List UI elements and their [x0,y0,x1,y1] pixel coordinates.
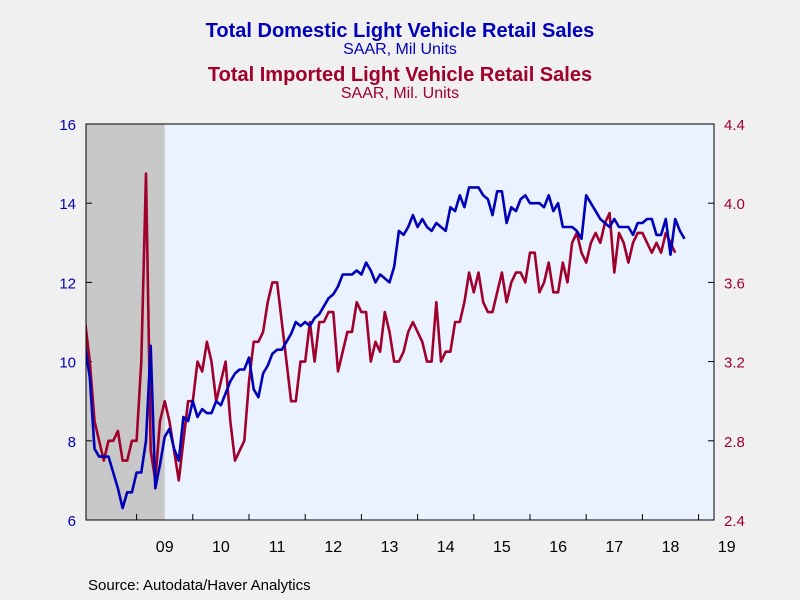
imported-sales-line [86,172,677,482]
right-tick-label: 3.6 [724,275,745,292]
x-tick-label: 09 [156,539,174,556]
x-tick-label: 10 [212,539,230,556]
domestic-title: Total Domestic Light Vehicle Retail Sale… [205,20,595,42]
x-tick-label: 14 [437,539,455,556]
left-tick-label: 10 [59,355,76,372]
right-tick-label: 3.2 [724,355,745,372]
left-tick-label: 16 [59,117,76,134]
x-tick-label: 19 [718,539,736,556]
x-tick-label: 12 [324,539,342,556]
x-tick-label: 17 [605,539,623,556]
left-tick-label: 12 [59,275,76,292]
x-tick-label: 16 [549,539,567,556]
left-tick-label: 8 [68,434,76,451]
right-tick-label: 2.4 [724,513,745,530]
source-note: Source: Autodata/Haver Analytics [88,577,311,594]
x-tick-label: 18 [662,539,680,556]
domestic-sales-line [86,186,686,510]
imported-subtitle: SAAR, Mil. Units [340,85,460,102]
x-tick-label: 13 [381,539,399,556]
x-tick-label: 11 [269,539,286,556]
plot-frame [85,123,715,521]
imported-title: Total Imported Light Vehicle Retail Sale… [207,64,593,86]
left-tick-label: 6 [68,513,76,530]
plot-area [86,124,714,520]
right-tick-label: 2.8 [724,434,745,451]
right-tick-label: 4.0 [724,196,745,213]
x-tick-label: 15 [493,539,511,556]
domestic-subtitle: SAAR, Mil Units [343,41,457,58]
left-tick-label: 14 [59,196,76,213]
right-tick-label: 4.4 [724,117,745,134]
